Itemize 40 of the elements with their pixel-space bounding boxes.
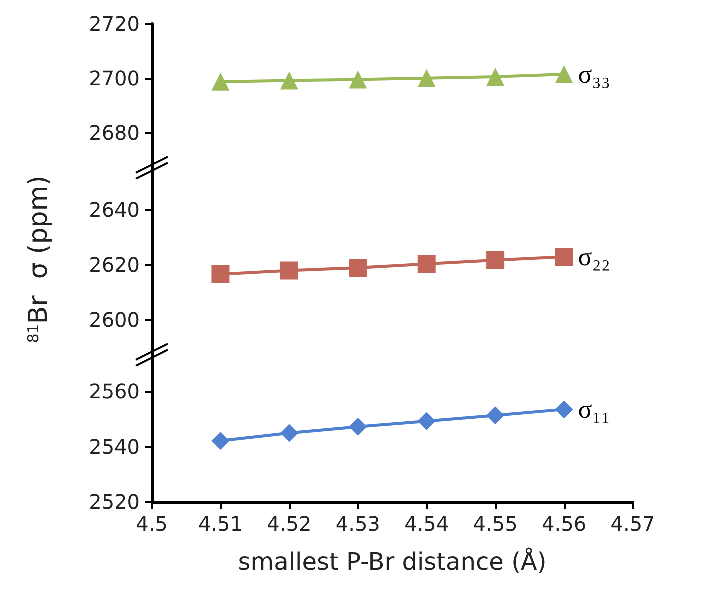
point — [555, 66, 574, 84]
y-tick-label: 2560 — [89, 380, 140, 404]
y-tick-label: 2720 — [89, 12, 140, 36]
point — [486, 406, 505, 425]
point — [212, 265, 230, 284]
point — [280, 72, 298, 90]
point — [418, 69, 436, 88]
point — [349, 418, 368, 436]
point — [212, 432, 230, 450]
x-tick-label: 4.51 — [198, 512, 243, 536]
point — [486, 68, 505, 86]
point — [555, 248, 574, 266]
y-tick-label: 2620 — [89, 253, 140, 277]
x-tick-label: 4.55 — [473, 512, 518, 536]
point — [486, 251, 505, 270]
point — [212, 72, 230, 91]
point — [555, 400, 574, 419]
y-tick-label: 2520 — [89, 490, 140, 514]
y-axis-title: 81Br σ (ppm) — [24, 176, 54, 344]
point — [280, 262, 298, 280]
x-axis-title: smallest P-Br distance (Å) — [238, 547, 547, 576]
x-tick-label: 4.54 — [404, 512, 450, 536]
point — [280, 424, 298, 442]
y-tick-label: 2600 — [89, 308, 140, 332]
x-tick-label: 4.56 — [542, 512, 587, 536]
point — [349, 70, 368, 89]
point — [349, 259, 368, 278]
y-tick-label: 2680 — [89, 121, 140, 146]
x-tick-label: 4.5 — [136, 512, 168, 536]
y-tick-label: 2700 — [89, 66, 140, 91]
y-tick-label: 2540 — [89, 434, 140, 459]
x-tick-label: 4.53 — [336, 512, 380, 536]
point — [418, 412, 436, 430]
series-label: σ₂₂ — [578, 242, 610, 272]
y-tick-label: 2640 — [89, 198, 140, 222]
x-tick-label: 4.52 — [267, 512, 312, 536]
series-label: σ₃₃ — [578, 60, 610, 90]
x-tick-label: 4.57 — [610, 512, 656, 536]
series-label: σ₁₁ — [578, 395, 610, 424]
point — [418, 255, 436, 274]
